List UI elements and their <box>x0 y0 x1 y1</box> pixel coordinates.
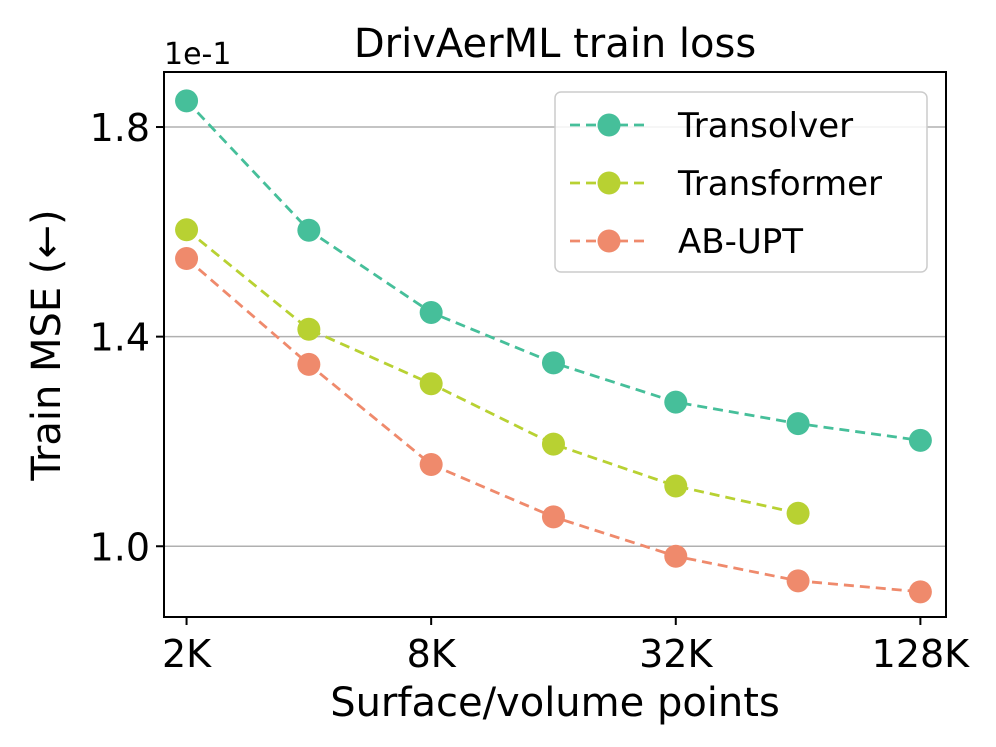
x-tick-label: 32K <box>639 632 713 676</box>
legend-marker <box>597 229 621 253</box>
x-tick-label: 128K <box>872 632 971 676</box>
y-offset-label: 1e-1 <box>164 37 231 72</box>
x-tick-label: 8K <box>407 632 457 676</box>
data-point <box>908 428 932 452</box>
x-tick-label: 2K <box>162 632 212 676</box>
data-point <box>786 501 810 525</box>
legend-label: Transolver <box>677 106 853 146</box>
y-tick-label: 1.0 <box>90 525 150 569</box>
data-point <box>297 317 321 341</box>
data-point <box>297 352 321 376</box>
data-point <box>541 351 565 375</box>
data-point <box>664 390 688 414</box>
legend-label: AB-UPT <box>678 222 803 262</box>
data-point <box>175 89 199 113</box>
legend-marker <box>597 171 621 195</box>
data-point <box>419 372 443 396</box>
data-point <box>786 569 810 593</box>
data-point <box>541 432 565 456</box>
data-point <box>786 412 810 436</box>
legend-box <box>554 91 928 273</box>
series-line-transformer <box>185 228 799 515</box>
data-point <box>419 453 443 477</box>
legend-marker <box>597 113 621 137</box>
plot-frame <box>163 71 947 618</box>
x-axis-title: Surface/volume points <box>330 680 780 726</box>
data-point <box>175 247 199 271</box>
y-tick-label: 1.8 <box>90 106 150 150</box>
legend: Transolver Transformer AB-UPT <box>554 91 928 273</box>
chart-title: DrivAerML train loss <box>354 21 756 67</box>
series-layer <box>175 89 932 604</box>
data-point <box>541 505 565 529</box>
y-axis-title: Train MSE (←) <box>24 209 70 481</box>
ticks-layer: 1.0 1.4 1.8 2K 8K 32K 128K <box>90 106 971 676</box>
data-point <box>297 218 321 242</box>
data-point <box>908 580 932 604</box>
data-point <box>664 474 688 498</box>
data-point <box>419 301 443 325</box>
data-point <box>175 218 199 242</box>
data-point <box>664 544 688 568</box>
y-tick-label: 1.4 <box>90 316 150 360</box>
legend-label: Transformer <box>677 164 882 204</box>
